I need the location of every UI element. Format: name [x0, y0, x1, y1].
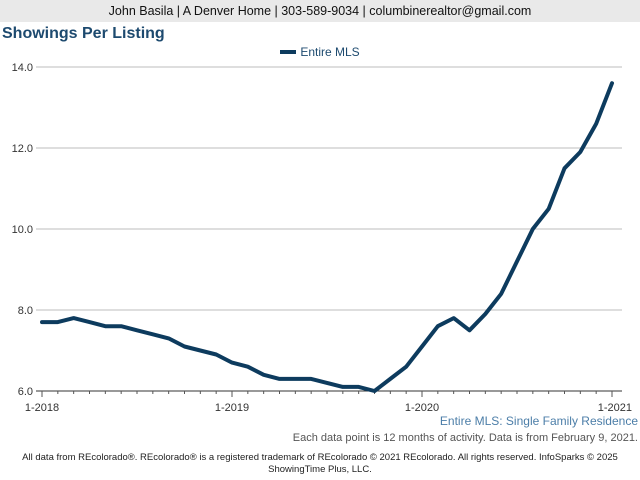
x-tick-label: 1-2019	[215, 402, 249, 414]
x-tick-label: 1-2018	[25, 402, 59, 414]
chart-subtitle: Entire MLS: Single Family Residence	[439, 414, 638, 428]
x-tick-label: 1-2020	[405, 402, 439, 414]
y-tick-label: 10.0	[12, 224, 33, 236]
series-line	[40, 81, 614, 393]
chart-title: Showings Per Listing	[2, 25, 165, 42]
chart-legend: Entire MLS	[0, 45, 640, 59]
footer-line-1: All data from REcolorado®. REcolorado® i…	[22, 452, 618, 463]
legend-label: Entire MLS	[300, 45, 360, 59]
footer-line-2: ShowingTime Plus, LLC.	[268, 464, 372, 475]
contact-bar: John Basila | A Denver Home | 303-589-90…	[0, 0, 640, 22]
legend-swatch	[280, 49, 297, 54]
y-tick-label: 14.0	[12, 62, 33, 74]
y-tick-label: 6.0	[18, 386, 33, 398]
contact-text: John Basila | A Denver Home | 303-589-90…	[108, 4, 532, 18]
footer: All data from REcolorado®. REcolorado® i…	[0, 452, 640, 476]
y-tick-label: 8.0	[18, 305, 33, 317]
y-tick-label: 12.0	[12, 143, 33, 155]
data-note: Each data point is 12 months of activity…	[292, 432, 638, 444]
x-tick-label: 1-2021	[598, 402, 632, 414]
